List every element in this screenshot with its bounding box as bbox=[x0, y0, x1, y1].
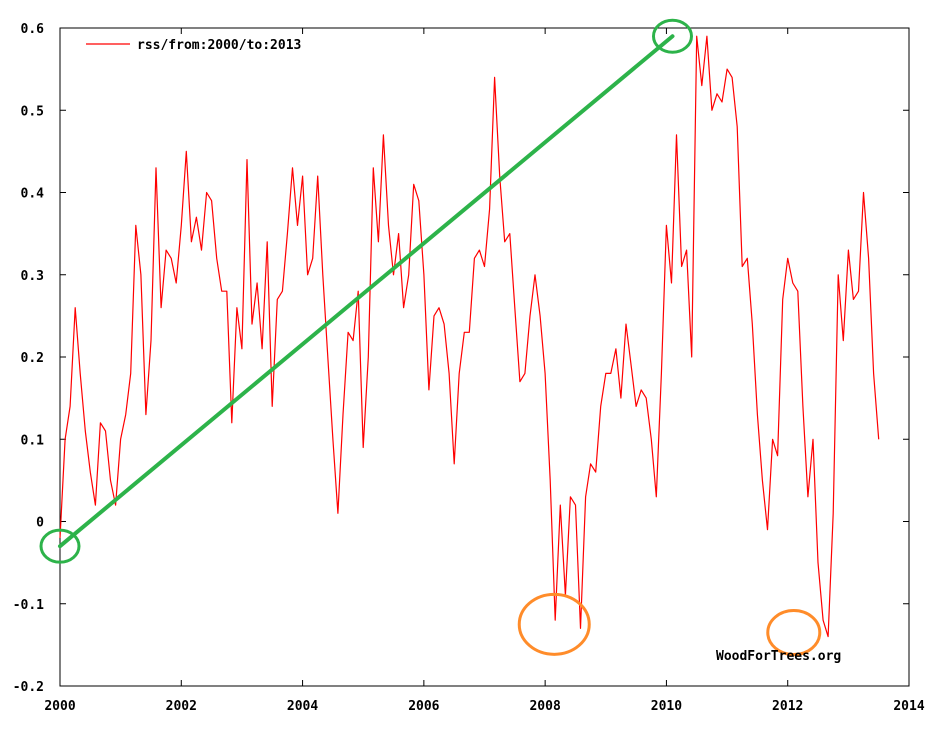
y-tick-label: 0.4 bbox=[21, 187, 45, 202]
orange-highlight-circle bbox=[766, 609, 822, 657]
x-tick-label: 2004 bbox=[287, 699, 318, 714]
series-line bbox=[59, 35, 880, 638]
series-layer bbox=[59, 35, 880, 638]
x-tick-label: 2000 bbox=[44, 699, 75, 714]
legend-label: rss/from:2000/to:2013 bbox=[137, 38, 301, 53]
x-tick-label: 2002 bbox=[166, 699, 197, 714]
trend-line bbox=[58, 34, 675, 549]
green-highlight-circle bbox=[651, 18, 693, 54]
y-tick-label: -0.2 bbox=[13, 680, 44, 695]
y-tick-label: 0.3 bbox=[21, 269, 44, 284]
x-axis-ticks: 2000 2002 2004 2006 2008 2010 2012 2014 bbox=[44, 28, 925, 714]
x-tick-label: 2014 bbox=[893, 699, 924, 714]
credit-label: WoodForTrees.org bbox=[716, 649, 841, 664]
y-tick-label: 0.2 bbox=[21, 351, 44, 366]
x-tick-label: 2010 bbox=[651, 699, 682, 714]
annotation-layer bbox=[39, 18, 822, 657]
y-axis-ticks: -0.2 -0.1 0 0.1 0.2 0.3 0.4 0.5 0.6 bbox=[13, 22, 909, 695]
axes bbox=[59, 27, 910, 687]
y-tick-label: 0.5 bbox=[21, 104, 44, 119]
orange-highlight-circle bbox=[517, 592, 591, 656]
x-tick-label: 2008 bbox=[529, 699, 560, 714]
green-highlight-circle bbox=[39, 528, 81, 564]
plot-frame bbox=[59, 27, 910, 687]
x-tick-label: 2012 bbox=[772, 699, 803, 714]
legend: rss/from:2000/to:2013 bbox=[86, 38, 301, 53]
y-tick-label: -0.1 bbox=[13, 598, 44, 613]
y-tick-label: 0.6 bbox=[21, 22, 45, 37]
y-tick-label: 0 bbox=[36, 516, 44, 531]
y-tick-label: 0.1 bbox=[21, 433, 45, 448]
x-tick-label: 2006 bbox=[408, 699, 439, 714]
